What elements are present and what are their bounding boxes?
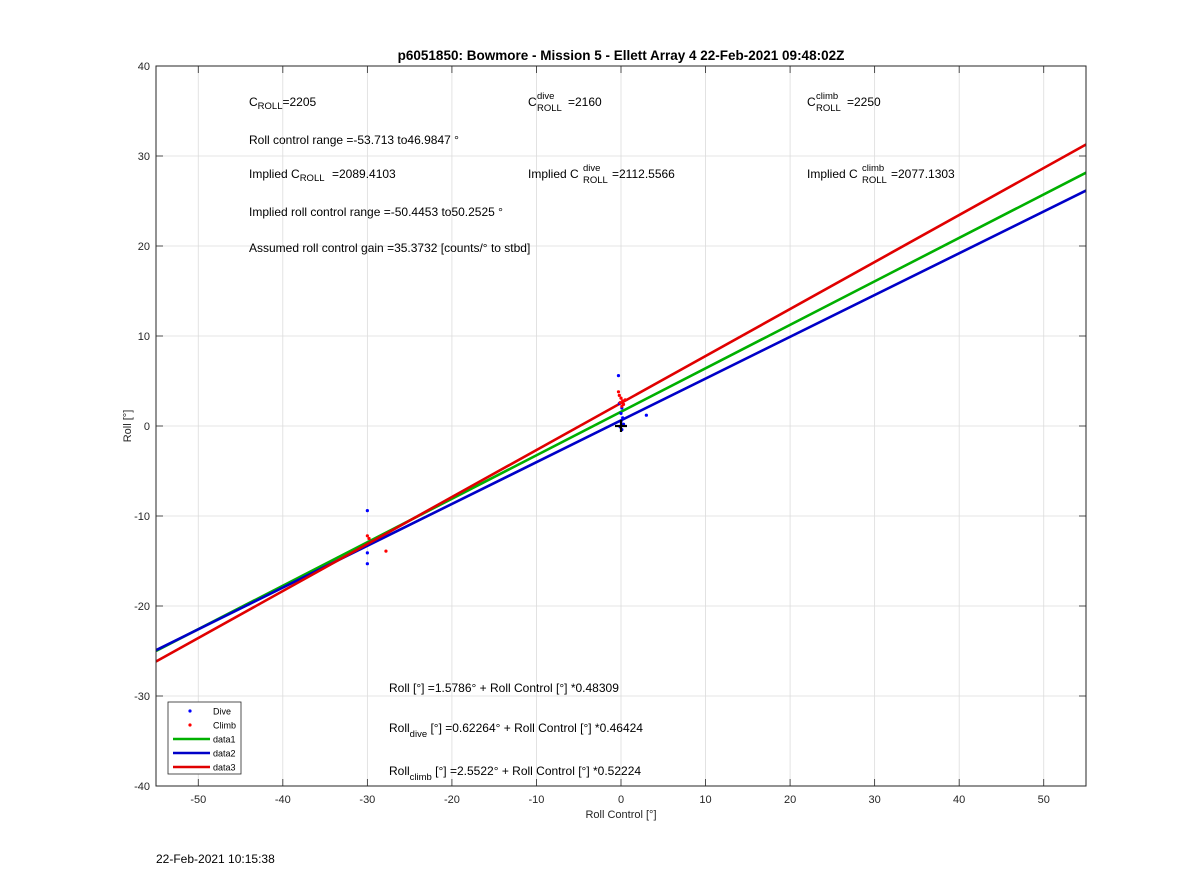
dive-point bbox=[365, 562, 369, 566]
legend-label-climb: Climb bbox=[213, 721, 236, 731]
climb-point bbox=[620, 404, 624, 408]
climb-point bbox=[384, 549, 388, 553]
x-tick-label: 40 bbox=[953, 794, 965, 806]
y-tick-label: 40 bbox=[138, 61, 150, 73]
dive-point bbox=[616, 374, 621, 378]
annot-implied-c-roll: Implied CROLL =2089.4103 bbox=[249, 167, 396, 184]
climb-point bbox=[367, 536, 371, 541]
x-tick-label: -20 bbox=[444, 794, 460, 806]
annot-c-roll-climb: Cclimb ROLL =2250 bbox=[807, 91, 881, 114]
climb-point bbox=[365, 534, 369, 538]
climb-point bbox=[616, 390, 621, 394]
dive-point bbox=[644, 413, 648, 417]
annot-implied-roll-range: Implied roll control range =-50.4453 to5… bbox=[249, 205, 503, 219]
x-tick-label: 30 bbox=[869, 794, 881, 806]
x-axis-label: Roll Control [°] bbox=[585, 809, 656, 821]
climb-point bbox=[618, 401, 622, 405]
y-tick-label: 20 bbox=[138, 241, 150, 253]
dive-point bbox=[365, 551, 369, 555]
climb-point bbox=[623, 398, 627, 402]
legend-label-dive: Dive bbox=[213, 707, 231, 717]
x-tick-label: 20 bbox=[784, 794, 796, 806]
y-tick-label: -30 bbox=[134, 691, 150, 703]
legend: Dive Climb data1 data2 data3 bbox=[167, 701, 242, 775]
annot-c-roll: CROLL=2205 bbox=[249, 95, 317, 112]
x-tick-label: 0 bbox=[618, 794, 624, 806]
annot-roll-gain: Assumed roll control gain =35.3732 [coun… bbox=[249, 241, 530, 255]
dive-point bbox=[619, 411, 623, 415]
x-tick-label: -40 bbox=[275, 794, 291, 806]
annot-c-roll-dive: Cdive ROLL =2160 bbox=[528, 91, 602, 114]
annot-eq-main: Roll [°] =1.5786° + Roll Control [°] *0.… bbox=[389, 681, 619, 695]
annot-roll-control-range: Roll control range =-53.713 to46.9847 ° bbox=[249, 133, 459, 147]
y-tick-label: 10 bbox=[138, 331, 150, 343]
y-axis-label: Roll [°] bbox=[122, 410, 134, 443]
legend-label-data2: data2 bbox=[213, 749, 236, 759]
climb-point bbox=[619, 396, 623, 400]
y-tick-label: 0 bbox=[144, 421, 150, 433]
x-tick-label: -30 bbox=[359, 794, 375, 806]
annot-eq-climb: Rollclimb [°] =2.5522° + Roll Control [°… bbox=[389, 764, 641, 783]
climb-point bbox=[617, 393, 621, 397]
dive-point bbox=[621, 416, 625, 420]
legend-label-data1: data1 bbox=[213, 735, 236, 745]
x-tick-label: 50 bbox=[1038, 794, 1050, 806]
legend-marker-dive bbox=[188, 709, 192, 713]
climb-point bbox=[621, 399, 625, 403]
footer-timestamp: 22-Feb-2021 10:15:38 bbox=[156, 852, 275, 866]
y-tick-label: -10 bbox=[134, 511, 150, 523]
y-axis-ticks: -40 -30 -20 -10 0 10 20 30 40 bbox=[134, 61, 1086, 793]
x-axis-ticks: -50 -40 -30 -20 -10 0 10 20 30 40 50 bbox=[190, 66, 1050, 806]
legend-marker-climb bbox=[188, 723, 192, 727]
chart-title: p6051850: Bowmore - Mission 5 - Ellett A… bbox=[398, 48, 845, 63]
fit-line-data1 bbox=[155, 171, 1087, 653]
x-tick-label: -50 bbox=[190, 794, 206, 806]
legend-label-data3: data3 bbox=[213, 763, 236, 773]
y-tick-label: 30 bbox=[138, 151, 150, 163]
x-tick-label: 10 bbox=[699, 794, 711, 806]
y-tick-label: -40 bbox=[134, 781, 150, 793]
annot-eq-dive: Rolldive [°] =0.62264° + Roll Control [°… bbox=[389, 721, 643, 740]
origin-plus-marker bbox=[615, 420, 627, 432]
dive-point bbox=[365, 509, 369, 513]
y-tick-label: -20 bbox=[134, 601, 150, 613]
x-tick-label: -10 bbox=[529, 794, 545, 806]
